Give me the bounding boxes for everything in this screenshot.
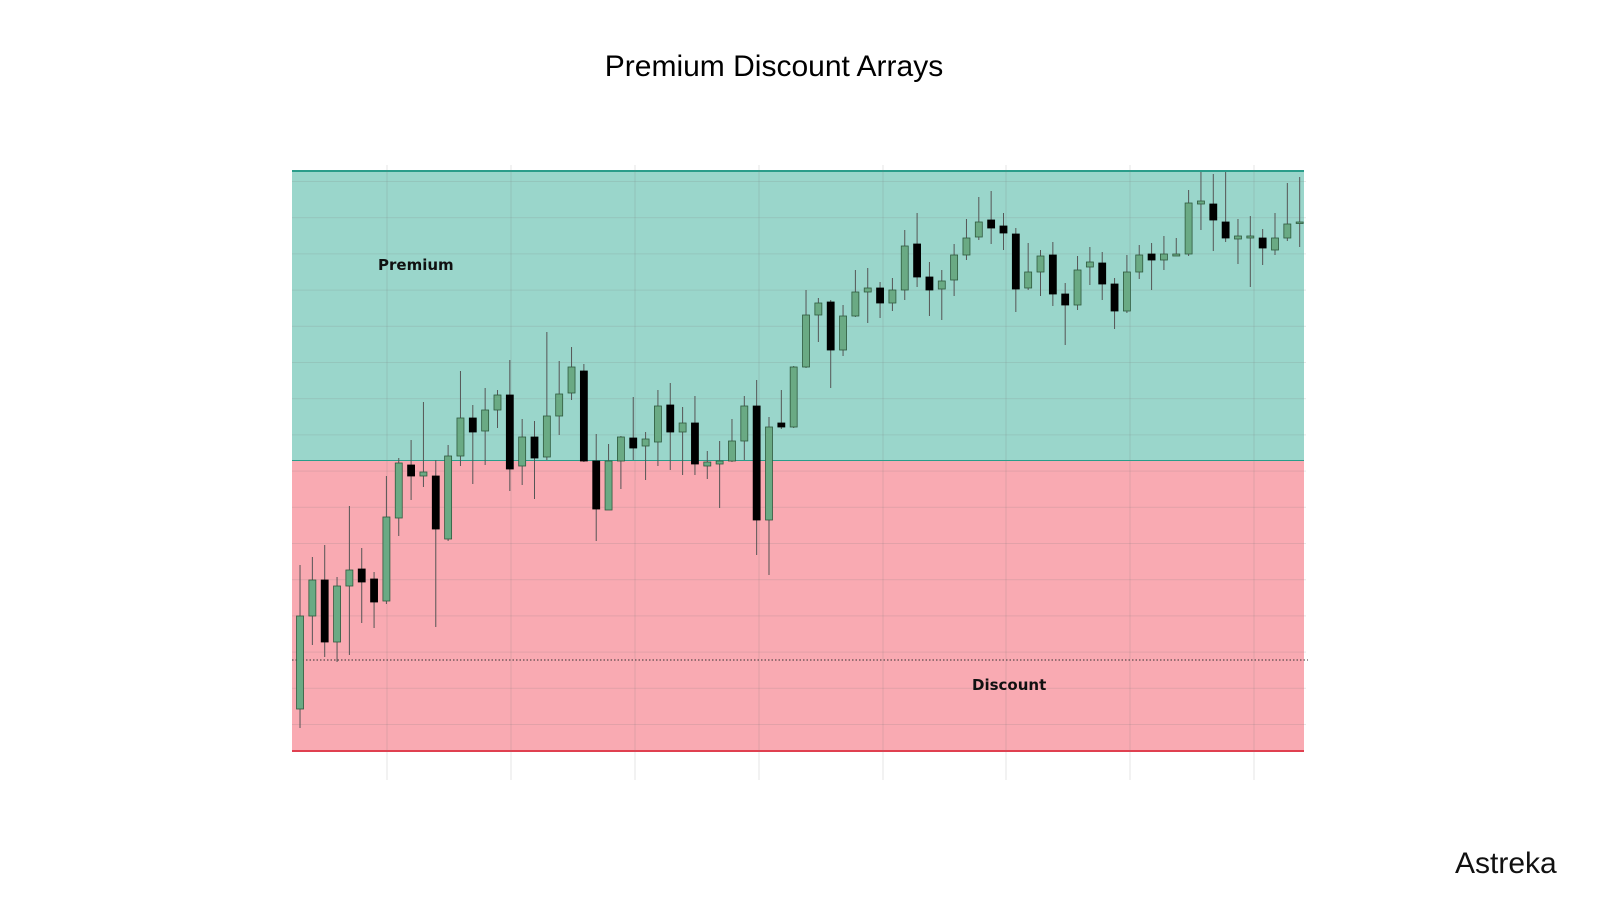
candle-body: [382, 516, 391, 602]
chart-title: Premium Discount Arrays: [605, 50, 943, 83]
candle-body: [666, 404, 675, 433]
candle-body: [1073, 269, 1082, 306]
candle-body: [456, 417, 465, 457]
candle-body: [1184, 202, 1193, 255]
candle-body: [1098, 262, 1107, 285]
candle-body: [370, 578, 378, 603]
candle-body: [308, 579, 317, 617]
candle-body: [703, 461, 712, 467]
candle-body: [320, 579, 329, 643]
candle-body: [555, 393, 564, 417]
zone-label: Premium: [378, 256, 454, 274]
candle-body: [962, 237, 971, 256]
candle-body: [579, 370, 588, 462]
watermark: Astreka: [1455, 847, 1557, 880]
candle-body: [333, 585, 341, 643]
candle-body: [974, 221, 983, 238]
candle-body: [530, 436, 539, 459]
candle-body: [419, 471, 428, 477]
candle-body: [876, 287, 884, 304]
candle-body: [950, 254, 959, 281]
candle-body: [604, 460, 613, 511]
candle-body: [715, 460, 724, 465]
candle-body: [863, 287, 872, 293]
candle-body: [1147, 253, 1156, 261]
candle-body: [1135, 254, 1144, 273]
candle-body: [740, 405, 749, 442]
candle-body: [999, 225, 1008, 234]
candle-body: [900, 245, 909, 291]
candle-body: [493, 394, 502, 411]
candle-body: [1258, 237, 1267, 249]
candle-body: [1011, 233, 1020, 290]
candle-body: [826, 301, 835, 351]
candle-body: [1197, 200, 1205, 205]
candle-body: [567, 366, 576, 394]
candle-body: [617, 436, 625, 462]
candle-body: [888, 289, 897, 304]
candle-body: [518, 436, 527, 467]
labels: Premium Discount: [378, 256, 1046, 694]
candle-body: [752, 405, 761, 521]
candle-body: [592, 460, 601, 510]
candle-body: [1036, 255, 1045, 273]
candle-body: [777, 422, 786, 428]
vertical-grid: [386, 165, 1255, 780]
candle-body: [394, 462, 403, 519]
candle-body: [839, 315, 847, 351]
candle-body: [505, 394, 514, 470]
candle-body: [1061, 293, 1070, 306]
candle-body: [1221, 221, 1230, 239]
candle-body: [1172, 253, 1181, 257]
candle-body: [407, 464, 415, 477]
candle-body: [678, 422, 687, 433]
candle-body: [937, 280, 946, 290]
candle-body: [542, 415, 551, 458]
candle-body: [913, 243, 921, 278]
candle-body: [345, 569, 354, 587]
candle-body: [641, 438, 650, 447]
candle-body: [444, 455, 453, 540]
candle-body: [1085, 261, 1094, 268]
candle-body: [1048, 254, 1057, 295]
candle-body: [987, 219, 996, 229]
candle-body: [1295, 221, 1304, 224]
candle-body: [357, 568, 366, 583]
candle-body: [481, 409, 490, 432]
candle-body: [765, 426, 773, 521]
candle-body: [802, 314, 810, 368]
candle-body: [468, 417, 477, 433]
candle-body: [1160, 253, 1168, 261]
candles: [292, 172, 1308, 728]
candle-body: [1234, 235, 1242, 240]
candle-body: [1283, 223, 1292, 239]
zone-label: Discount: [972, 676, 1046, 694]
candle-body: [1271, 237, 1279, 251]
candle-body: [1123, 271, 1131, 312]
candle-body: [789, 366, 798, 428]
candle-body: [629, 437, 638, 449]
candle-body: [925, 276, 934, 291]
candle-body: [691, 422, 699, 465]
candle-body: [1209, 203, 1218, 221]
candle-body: [296, 615, 304, 710]
candle-body: [1110, 283, 1119, 312]
candle-body: [431, 475, 440, 530]
candle-body: [814, 302, 823, 316]
candle-body: [851, 291, 860, 317]
candle-body: [728, 440, 736, 462]
candle-body: [1024, 271, 1033, 289]
candle-body: [654, 405, 662, 443]
candle-body: [1246, 235, 1255, 239]
